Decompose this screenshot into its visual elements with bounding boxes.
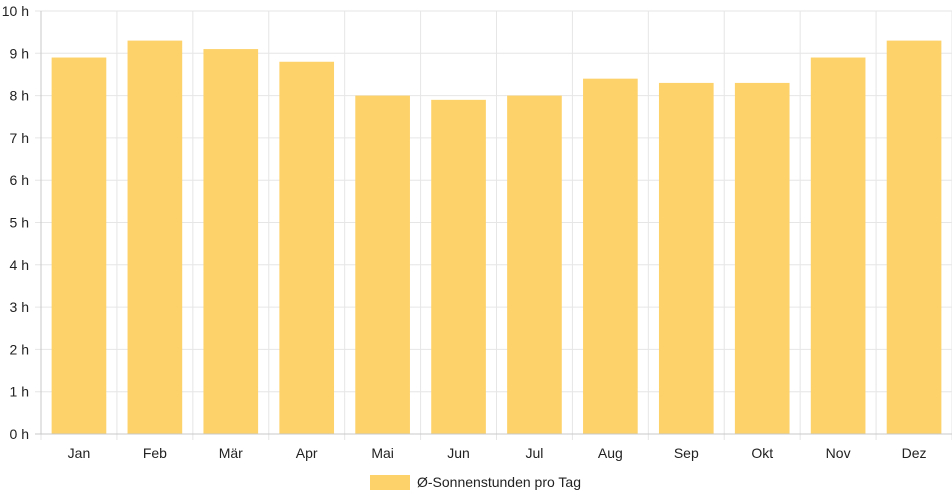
y-tick-labels: 0 h 1 h 2 h 3 h 4 h 5 h 6 h 7 h 8 h 9 h 10 h <box>2 3 29 442</box>
bar[interactable] <box>810 57 866 434</box>
x-tick-label: Feb <box>143 445 167 461</box>
y-tick-label: 9 h <box>10 45 29 61</box>
y-tick-label: 3 h <box>10 299 29 315</box>
bar[interactable] <box>127 40 183 435</box>
bar[interactable] <box>51 57 107 434</box>
legend-swatch <box>370 475 410 490</box>
x-tick-label: Nov <box>826 445 851 461</box>
x-tick-label: Aug <box>598 445 623 461</box>
x-tick-label: Mai <box>371 445 394 461</box>
bar[interactable] <box>734 82 790 434</box>
legend-label: Ø-Sonnenstunden pro Tag <box>417 474 581 490</box>
bar[interactable] <box>583 78 638 435</box>
bars <box>51 40 942 435</box>
y-tick-label: 5 h <box>10 215 29 231</box>
bar[interactable] <box>355 95 410 434</box>
legend[interactable]: Ø-Sonnenstunden pro Tag <box>370 474 581 490</box>
y-tick-label: 0 h <box>10 426 29 442</box>
y-tick-label: 1 h <box>10 384 29 400</box>
y-tick-label: 10 h <box>2 3 29 19</box>
x-tick-label: Okt <box>751 445 773 461</box>
bar[interactable] <box>431 99 486 434</box>
x-tick-label: Apr <box>296 445 318 461</box>
axes <box>35 11 952 435</box>
y-tick-label: 8 h <box>10 88 29 104</box>
x-tick-label: Dez <box>902 445 927 461</box>
x-tick-label: Mär <box>219 445 243 461</box>
x-tick-label: Jun <box>447 445 470 461</box>
x-tick-label: Sep <box>674 445 699 461</box>
y-tick-label: 6 h <box>10 172 29 188</box>
x-tick-labels: Jan Feb Mär Apr Mai Jun Jul Aug Sep Okt Nov Dez <box>68 445 927 461</box>
x-tick-label: Jul <box>526 445 544 461</box>
y-tick-label: 4 h <box>10 257 29 273</box>
bar[interactable] <box>886 40 942 435</box>
bar[interactable] <box>507 95 562 434</box>
bar[interactable] <box>203 49 259 434</box>
bar[interactable] <box>279 61 335 434</box>
x-tick-label: Jan <box>68 445 91 461</box>
y-tick-label: 7 h <box>10 130 29 146</box>
bar[interactable] <box>658 82 714 434</box>
y-tick-label: 2 h <box>10 341 29 357</box>
